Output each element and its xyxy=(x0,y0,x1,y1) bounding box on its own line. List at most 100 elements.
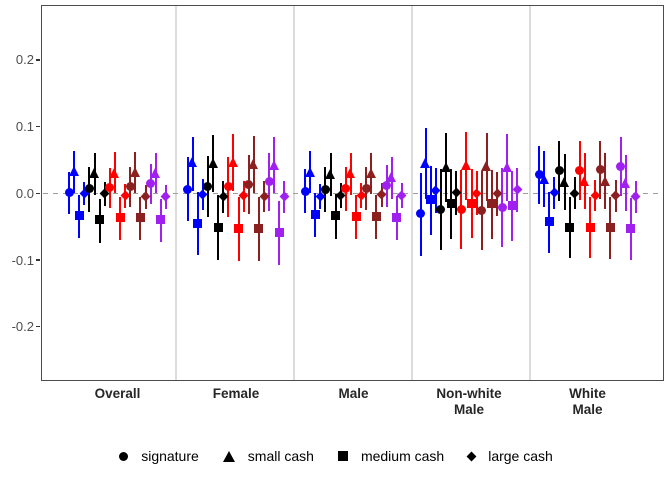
triangle-marker xyxy=(559,176,570,187)
triangle-marker xyxy=(460,160,471,171)
circle-marker xyxy=(264,177,274,187)
square-marker xyxy=(135,213,145,223)
square-marker xyxy=(585,222,595,232)
triangle-marker xyxy=(150,167,161,178)
facet-label: Female xyxy=(212,386,260,401)
square-marker xyxy=(507,201,517,211)
square-marker xyxy=(95,214,105,224)
legend-label-large-cash: large cash xyxy=(488,448,553,464)
triangle-marker xyxy=(620,177,631,188)
facet-label: Male xyxy=(338,386,369,401)
circle-marker xyxy=(477,206,487,216)
circle-marker xyxy=(223,182,233,192)
zero-reference-line xyxy=(43,192,663,195)
square-marker xyxy=(446,198,456,208)
diamond-icon xyxy=(466,451,477,461)
triangle-marker xyxy=(538,173,549,184)
triangle-marker xyxy=(440,162,451,173)
triangle-marker xyxy=(207,157,218,168)
circle-marker xyxy=(416,209,426,219)
circle-marker xyxy=(436,204,446,214)
square-marker xyxy=(254,224,264,234)
triangle-marker xyxy=(304,166,315,177)
circle-marker xyxy=(320,184,330,194)
triangle-icon xyxy=(222,450,235,462)
circle-marker xyxy=(105,182,115,192)
square-marker xyxy=(487,199,497,209)
facet-label: Non-white Male xyxy=(436,386,502,417)
circle-marker xyxy=(497,203,507,213)
legend-item-medium-cash: medium cash xyxy=(337,448,445,464)
triangle-marker xyxy=(365,168,376,179)
y-tick-label: -0.1 xyxy=(11,252,34,268)
square-marker xyxy=(351,212,361,222)
y-tick-mark xyxy=(36,59,40,61)
circle-marker xyxy=(595,165,605,175)
square-marker xyxy=(565,222,575,232)
legend-label-medium-cash: medium cash xyxy=(360,448,445,464)
square-marker xyxy=(371,212,381,222)
legend-item-signature: signature xyxy=(119,448,199,464)
square-marker xyxy=(274,228,284,238)
legend-item-large-cash: large cash xyxy=(466,448,553,464)
square-marker xyxy=(74,211,84,221)
circle-marker xyxy=(84,184,94,194)
circle-marker xyxy=(456,205,466,215)
legend-label-signature: signature xyxy=(141,448,199,464)
square-marker xyxy=(234,224,244,234)
triangle-marker xyxy=(68,165,79,176)
triangle-marker xyxy=(345,168,356,179)
facet-label: White Male xyxy=(569,386,606,417)
square-marker xyxy=(605,222,615,232)
circle-marker xyxy=(361,184,371,194)
square-marker xyxy=(467,198,477,208)
triangle-marker xyxy=(89,167,100,178)
y-tick-mark xyxy=(36,259,40,261)
circle-marker xyxy=(554,166,564,176)
legend: signature small cash medium cash large c… xyxy=(0,441,672,471)
circle-marker xyxy=(382,181,392,191)
circle-marker xyxy=(64,188,74,198)
square-marker xyxy=(626,224,636,234)
circle-marker xyxy=(575,166,585,176)
triangle-marker xyxy=(420,157,431,168)
square-marker xyxy=(115,213,125,223)
square-marker xyxy=(426,195,436,205)
facet-label: Overall xyxy=(94,386,141,401)
y-tick-mark xyxy=(36,325,40,328)
square-marker xyxy=(331,211,341,221)
triangle-marker xyxy=(481,160,492,171)
square-icon xyxy=(337,451,348,461)
triangle-marker xyxy=(599,175,610,186)
square-marker xyxy=(156,215,166,225)
circle-marker xyxy=(341,184,351,194)
triangle-marker xyxy=(386,172,397,183)
triangle-marker xyxy=(109,167,120,178)
circle-marker xyxy=(300,186,310,196)
triangle-marker xyxy=(187,156,198,167)
legend-label-small-cash: small cash xyxy=(247,448,314,464)
circle-marker xyxy=(146,179,156,189)
triangle-marker xyxy=(268,159,279,170)
triangle-marker xyxy=(248,158,259,169)
square-marker xyxy=(193,218,203,228)
triangle-marker xyxy=(129,166,140,177)
square-marker xyxy=(213,222,223,232)
circle-marker xyxy=(203,182,213,192)
triangle-marker xyxy=(501,162,512,173)
triangle-marker xyxy=(325,168,336,179)
y-tick-label: 0.2 xyxy=(15,52,34,68)
square-marker xyxy=(392,212,402,222)
circle-marker xyxy=(125,182,135,192)
circle-marker xyxy=(244,180,254,190)
legend-item-small-cash: small cash xyxy=(222,448,314,464)
circle-icon xyxy=(119,451,129,461)
circle-marker xyxy=(183,184,193,194)
y-tick-label: -0.2 xyxy=(11,319,34,335)
triangle-marker xyxy=(227,156,238,167)
triangle-marker xyxy=(579,175,590,186)
square-marker xyxy=(310,210,320,220)
y-tick-mark xyxy=(36,192,40,195)
square-marker xyxy=(544,217,554,227)
